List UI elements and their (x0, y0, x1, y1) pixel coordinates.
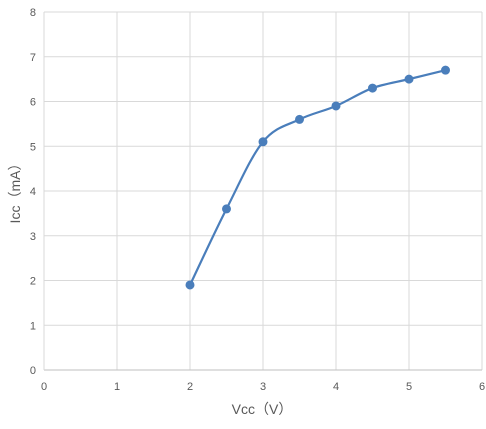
data-point (185, 280, 195, 290)
axes (43, 12, 482, 371)
x-tick-label: 4 (333, 381, 339, 393)
x-tick-label: 2 (187, 381, 193, 393)
series-line (189, 69, 446, 286)
x-tick-label: 5 (406, 381, 412, 393)
data-point (222, 204, 231, 214)
x-tick-label: 3 (260, 381, 266, 393)
data-point (331, 101, 341, 111)
y-tick-label: 0 (30, 365, 36, 377)
gridlines (44, 11, 483, 370)
x-axis-title: Vcc（V） (232, 401, 293, 417)
x-tick-label: 6 (479, 381, 485, 393)
series (185, 65, 450, 290)
y-tick-label: 5 (30, 141, 36, 153)
y-tick-label: 2 (30, 276, 36, 288)
data-point (404, 74, 414, 84)
data-point (368, 83, 377, 93)
y-tick-label: 8 (30, 7, 36, 19)
y-tick-label: 7 (30, 52, 36, 64)
tick-labels: 0 1 2 3 4 5 6 0 1 2 3 4 5 6 7 8 (30, 7, 485, 393)
y-tick-label: 4 (30, 186, 36, 198)
x-tick-label: 1 (114, 381, 120, 393)
y-tick-label: 6 (30, 97, 36, 109)
data-point (295, 114, 304, 124)
y-tick-label: 1 (30, 320, 36, 332)
data-point (258, 137, 268, 147)
y-tick-label: 3 (30, 231, 36, 243)
data-point (441, 65, 450, 75)
y-axis-title: Icc（mA） (7, 157, 23, 224)
x-tick-label: 0 (41, 381, 47, 393)
